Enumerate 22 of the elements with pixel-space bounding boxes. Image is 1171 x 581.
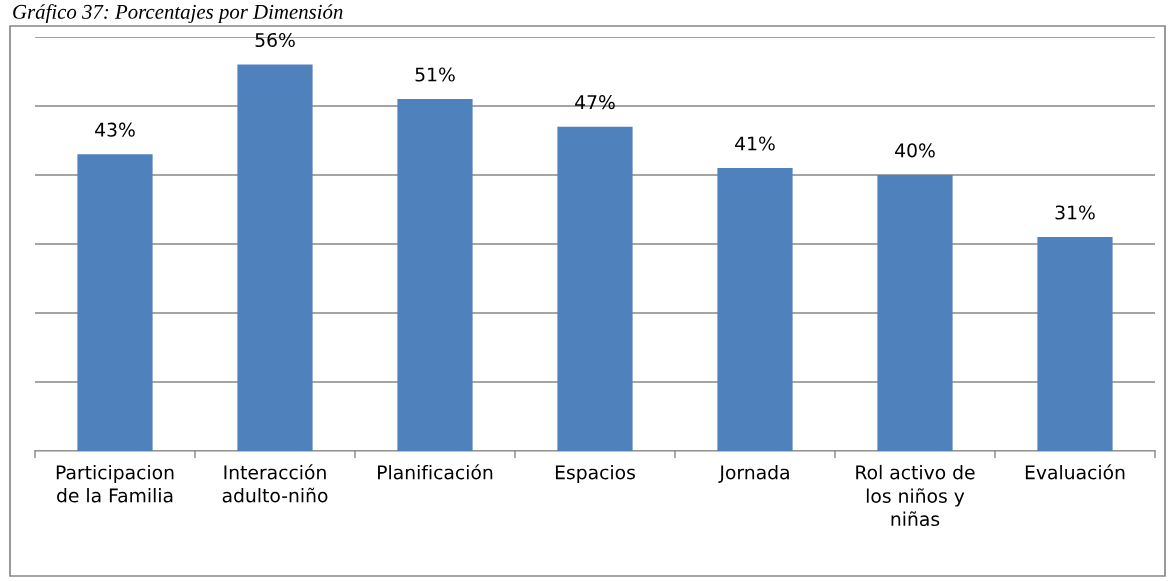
data-label: 47%	[575, 95, 615, 110]
x-tick-label: Espacios	[555, 464, 635, 484]
x-tick-label: Jornada	[718, 464, 789, 483]
x-tick-label: Interacción adulto-niño	[222, 464, 328, 503]
bar	[1037, 237, 1113, 451]
x-tick-label: Evaluación	[1025, 464, 1125, 480]
bar	[237, 64, 313, 451]
data-label: 41%	[735, 136, 775, 151]
x-tick-label: Rol activo de los niños y niñas	[856, 464, 975, 527]
x-tick-label: Participacion de la Familia	[56, 464, 174, 503]
bar	[397, 99, 473, 451]
chart-title: Gráfico 37: Porcentajes por Dimensión	[13, 4, 343, 24]
x-tick-label: Planificación	[378, 464, 493, 480]
data-label: 51%	[415, 67, 455, 82]
bar	[557, 126, 633, 451]
data-label: 31%	[1055, 205, 1095, 220]
bar	[877, 175, 953, 451]
data-label: 40%	[895, 143, 935, 158]
data-label: 56%	[255, 32, 295, 48]
bar	[717, 168, 793, 451]
data-label: 43%	[95, 122, 135, 137]
bar	[77, 154, 153, 451]
